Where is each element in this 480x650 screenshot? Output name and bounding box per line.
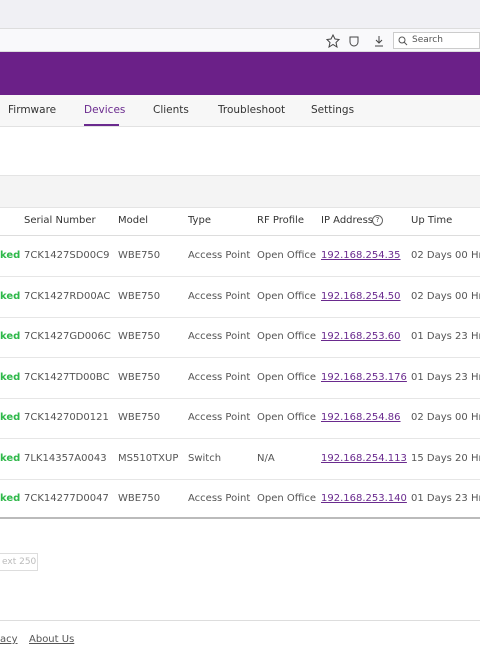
cell: 7CK1427RD00AC — [24, 290, 111, 302]
table-bottom — [0, 517, 480, 519]
active-underline — [84, 124, 119, 126]
status: ked — [0, 331, 21, 342]
cell: N/A — [257, 452, 275, 464]
search-icon — [398, 36, 408, 46]
cell: 7CK1427GD006C — [24, 331, 111, 342]
column-header: IP Address — [321, 215, 373, 226]
column-header: RF Profile — [257, 215, 304, 226]
toolbar: Search — [0, 28, 480, 52]
cell: Access Point — [188, 290, 251, 302]
cell: Open Office — [257, 493, 317, 504]
nav-tab[interactable]: Clients — [153, 104, 189, 116]
column-header: Serial Number — [24, 215, 96, 226]
cell: 7LK14357A0043 — [24, 452, 107, 464]
search-box[interactable]: Search — [393, 32, 480, 49]
row-line — [0, 276, 480, 277]
toolbar-icons[interactable] — [326, 34, 386, 48]
ip-link[interactable]: 192.168.254.113 — [321, 452, 407, 464]
status: ked — [0, 452, 21, 464]
next-button[interactable]: ext 250 — [0, 553, 38, 571]
cell: 7CK1427TD00BC — [24, 371, 110, 383]
cell: 15 Days 20 Hrs — [411, 452, 480, 464]
ip-link[interactable]: 192.168.254.35 — [321, 250, 401, 261]
status: ked — [0, 412, 21, 423]
column-header: Model — [118, 215, 149, 226]
cell: WBE750 — [118, 493, 161, 504]
cell: 7CK1427SD00C9 — [24, 250, 110, 261]
header-band — [0, 52, 480, 95]
cell: 7CK14277D0047 — [24, 493, 109, 504]
status: ked — [0, 493, 21, 504]
row-line — [0, 357, 480, 358]
nav-tab[interactable]: Devices — [84, 104, 126, 116]
cell: Open Office — [257, 290, 317, 302]
cell: MS510TXUP — [118, 452, 179, 464]
nav-tab[interactable]: Firmware — [8, 104, 57, 116]
header-line — [0, 235, 480, 236]
nav-tab[interactable]: Settings — [311, 104, 355, 116]
ip-link[interactable]: 192.168.253.60 — [321, 331, 401, 342]
cell: WBE750 — [118, 290, 161, 302]
cell: Access Point — [188, 412, 251, 423]
footer-line — [0, 620, 480, 621]
cell: Access Point — [188, 493, 251, 504]
row-line — [0, 478, 480, 480]
cell: 01 Days 23 Hrs — [411, 331, 480, 342]
cell: Open Office — [257, 412, 317, 423]
cell: 02 Days 00 Hrs — [411, 412, 480, 423]
ip-link[interactable]: 192.168.253.176 — [321, 371, 407, 383]
cell: Open Office — [257, 371, 317, 383]
cell: Open Office — [257, 331, 317, 342]
cell: Access Point — [188, 371, 251, 383]
column-header: Up Time — [411, 215, 453, 226]
info-icon[interactable]: ? — [372, 215, 383, 226]
ip-link[interactable]: 192.168.254.50 — [321, 290, 401, 302]
cell: Access Point — [188, 250, 251, 261]
cell: Switch — [188, 452, 222, 464]
row-line — [0, 316, 480, 318]
row-line — [0, 397, 480, 399]
ip-link[interactable]: 192.168.254.86 — [321, 412, 401, 423]
column-header: Type — [188, 215, 211, 226]
ip-link[interactable]: 192.168.253.140 — [321, 493, 407, 504]
status: ked — [0, 250, 21, 261]
tab-strip — [0, 0, 480, 28]
nav-bar — [0, 95, 480, 127]
cell: 01 Days 23 Hrs — [411, 493, 480, 504]
cell: 02 Days 00 Hrs — [411, 250, 480, 261]
cell: WBE750 — [118, 250, 161, 261]
cell: Access Point — [188, 331, 251, 342]
search-placeholder: Search — [412, 35, 443, 45]
cell: WBE750 — [118, 371, 161, 383]
status: ked — [0, 371, 21, 383]
cell: WBE750 — [118, 412, 161, 423]
footer-link[interactable]: About Us — [29, 634, 75, 645]
cell: 01 Days 23 Hrs — [411, 371, 480, 383]
cell: 7CK14270D0121 — [24, 412, 109, 423]
status: ked — [0, 290, 21, 302]
cell: 02 Days 00 Hrs — [411, 290, 480, 302]
row-line — [0, 438, 480, 439]
nav-tab[interactable]: Troubleshoot — [218, 104, 286, 116]
toolbar-band — [0, 175, 480, 208]
cell: WBE750 — [118, 331, 161, 342]
footer-link[interactable]: acy — [0, 634, 18, 645]
cell: Open Office — [257, 250, 317, 261]
